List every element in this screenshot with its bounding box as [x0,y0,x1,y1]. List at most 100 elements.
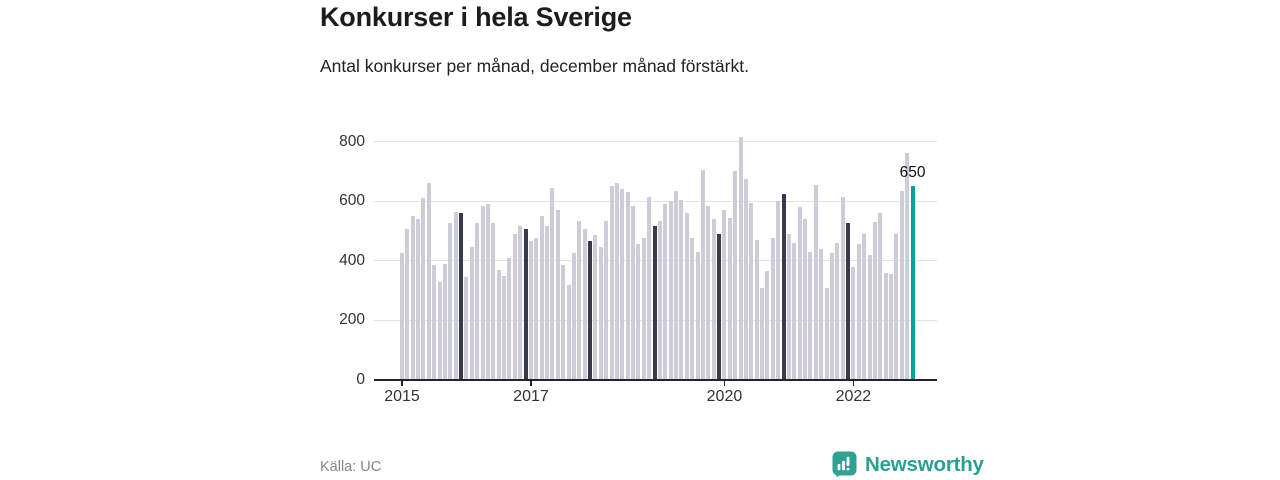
bar-2018-08 [631,205,636,380]
bar-2022-08 [889,274,894,380]
bar-2019-03 [668,201,673,380]
bar-2017-06 [555,210,560,380]
bar-2020-11 [776,201,781,380]
y-tick-label-200: 200 [339,311,365,329]
bar-2016-02 [469,247,474,380]
bar-2016-04 [480,205,485,380]
bar-2022-03 [862,233,867,380]
bar-2016-10 [512,233,517,380]
bar-2021-12 [846,223,851,380]
bar-2020-07 [754,239,759,380]
bar-2021-10 [835,242,840,380]
bar-2019-01 [657,220,662,380]
y-tick-label-600: 600 [339,192,365,210]
bar-2021-06 [813,184,818,380]
bar-2015-11 [453,211,458,380]
bar-2015-12 [459,213,464,380]
bar-2015-04 [416,219,421,380]
x-axis-line [374,379,937,381]
bar-2020-02 [727,217,732,380]
highlight-value-label: 650 [899,164,926,182]
bar-2017-01 [528,241,533,380]
x-tick-label-2022: 2022 [835,388,872,405]
bar-2018-12 [652,226,657,380]
bar-2020-05 [743,178,748,380]
bar-2019-07 [690,238,695,380]
bar-2021-04 [803,219,808,380]
bar-2022-05 [872,222,877,380]
bar-2020-01 [722,210,727,380]
bar-2016-11 [518,226,523,380]
bar-2022-01 [851,266,856,380]
bar-2019-12 [717,233,722,380]
bar-2015-03 [410,216,415,380]
gridline-800 [374,141,937,142]
chart-subtitle: Antal konkurser per månad, december måna… [320,56,749,76]
bar-2021-02 [792,242,797,380]
bar-2016-09 [507,257,512,380]
bar-2018-11 [647,196,652,380]
plot-area: 0 200 400 600 800 2015 2017 2020 2022 650 [339,130,937,405]
x-tick-2022 [852,380,855,386]
bar-2020-09 [765,271,770,380]
bar-2016-05 [485,204,490,380]
bar-2022-09 [894,233,899,380]
bar-2019-04 [674,190,679,380]
bar-2018-07 [625,192,630,380]
x-tick-label-2017: 2017 [513,388,549,405]
bar-2022-11 [905,153,910,380]
bar-2019-08 [695,251,700,380]
bar-2022-07 [883,272,888,380]
bar-2015-10 [448,223,453,380]
bar-2018-06 [620,189,625,380]
bar-2022-06 [878,213,883,380]
chart-title: Konkurser i hela Sverige [320,2,632,32]
bar-2015-07 [432,265,437,380]
bar-2021-01 [786,233,791,380]
bar-2017-11 [582,229,587,380]
bar-2015-05 [421,198,426,380]
bar-2018-09 [636,244,641,380]
bar-2019-06 [684,213,689,380]
bar-2018-02 [598,247,603,380]
bar-2021-08 [824,287,829,380]
bar-2015-06 [426,183,431,380]
bar-2016-06 [491,223,496,380]
x-tick-label-2015: 2015 [384,388,420,405]
bar-2015-02 [405,229,410,380]
bar-2017-05 [550,187,555,380]
bar-2017-04 [545,226,550,380]
bar-2022-04 [867,254,872,380]
bar-2020-03 [733,171,738,380]
bar-2017-09 [571,253,576,380]
bar-2020-08 [760,287,765,380]
bar-2017-02 [534,238,539,380]
bar-2019-02 [663,204,668,380]
bar-2018-10 [641,238,646,380]
bar-2020-06 [749,202,754,380]
bar-2021-03 [797,207,802,380]
bar-2019-05 [679,199,684,380]
bar-2017-12 [588,241,593,380]
bar-2019-09 [700,169,705,380]
bar-2019-11 [711,219,716,380]
bar-2016-01 [464,277,469,380]
bar-2022-12 [910,186,915,380]
bar-2020-04 [738,137,743,380]
bar-2022-10 [899,190,904,380]
bar-2018-05 [614,183,619,380]
newsworthy-wordmark: Newsworthy [865,452,984,476]
bar-2016-07 [496,269,501,380]
bar-2015-08 [437,281,442,380]
bar-2016-03 [475,223,480,380]
bar-2020-10 [770,238,775,380]
y-tick-label-800: 800 [339,132,365,150]
bar-2018-03 [604,220,609,380]
bar-2021-07 [819,248,824,380]
newsworthy-logo: Newsworthy [832,451,984,478]
bar-2017-10 [577,220,582,380]
gridline-600 [374,200,937,202]
bar-2020-12 [781,193,786,380]
bar-2021-05 [808,251,813,380]
bar-2015-09 [442,263,447,380]
